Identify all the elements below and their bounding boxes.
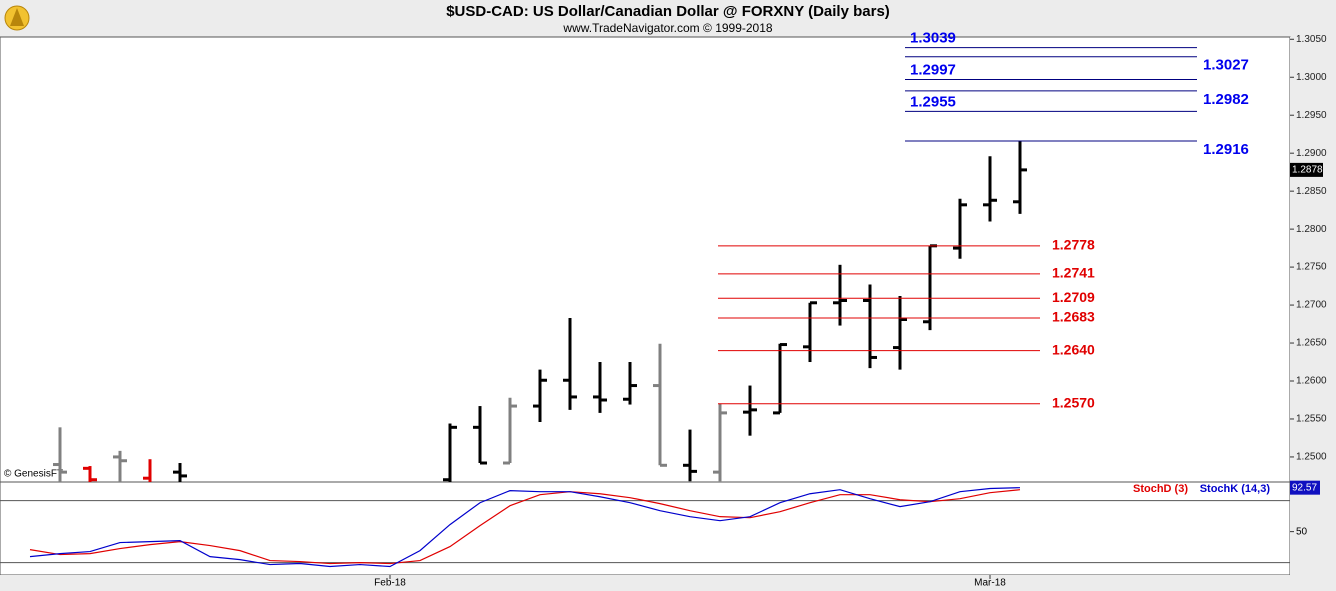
price-axis (1290, 37, 1336, 591)
y-tick-label: 1.2850 (1296, 186, 1327, 197)
resistance-label: 1.2982 (1203, 91, 1249, 108)
y-tick-label: 1.2500 (1296, 452, 1327, 463)
x-tick-label: Feb-18 (374, 578, 406, 589)
last-price-label: 1.2878 (1292, 165, 1323, 176)
y-tick-label: 1.2900 (1296, 148, 1327, 159)
bars (53, 141, 1027, 482)
y-tick-label: 1.2800 (1296, 224, 1327, 235)
plot-area (0, 36, 1291, 576)
chart-title: $USD-CAD: US Dollar/Canadian Dollar @ FO… (446, 3, 890, 20)
y-tick-label: 1.2650 (1296, 338, 1327, 349)
indicator-value-box (1290, 480, 1320, 495)
header (0, 0, 1336, 37)
legend-entry: StochD (3) (1133, 483, 1188, 495)
indicator-tick-label: 50 (1296, 526, 1308, 537)
y-tick-label: 1.3000 (1296, 72, 1327, 83)
support-label: 1.2778 (1052, 237, 1095, 253)
y-tick-label: 1.2750 (1296, 262, 1327, 273)
support-label: 1.2640 (1052, 341, 1095, 357)
indicator-value-label: 92.57 (1292, 482, 1317, 493)
y-tick-label: 1.2600 (1296, 376, 1327, 387)
resistance-label: 1.3027 (1203, 57, 1249, 74)
resistance-label: 1.2997 (910, 61, 956, 78)
indicator-line (29, 487, 1021, 568)
resistance-label: 1.3039 (910, 30, 956, 47)
last-price-box (1290, 162, 1323, 177)
resistance-label: 1.2955 (910, 93, 956, 110)
legend-entry: StochK (14,3) (1200, 483, 1271, 495)
watermark: © GenesisFT (4, 469, 63, 480)
chart-subtitle: www.TradeNavigator.com © 1999-2018 (562, 21, 772, 35)
support-label: 1.2570 (1052, 394, 1095, 410)
y-tick-label: 1.2700 (1296, 300, 1327, 311)
y-tick-label: 1.2550 (1296, 414, 1327, 425)
time-axis (0, 575, 1290, 591)
y-tick-label: 1.2950 (1296, 110, 1327, 121)
support-label: 1.2709 (1052, 289, 1095, 305)
y-tick-label: 1.3050 (1296, 34, 1327, 45)
logo (4, 5, 30, 31)
x-tick-label: Mar-18 (974, 578, 1006, 589)
support-label: 1.2741 (1052, 265, 1095, 281)
resistance-label: 1.2916 (1203, 141, 1249, 158)
support-label: 1.2683 (1052, 309, 1095, 325)
